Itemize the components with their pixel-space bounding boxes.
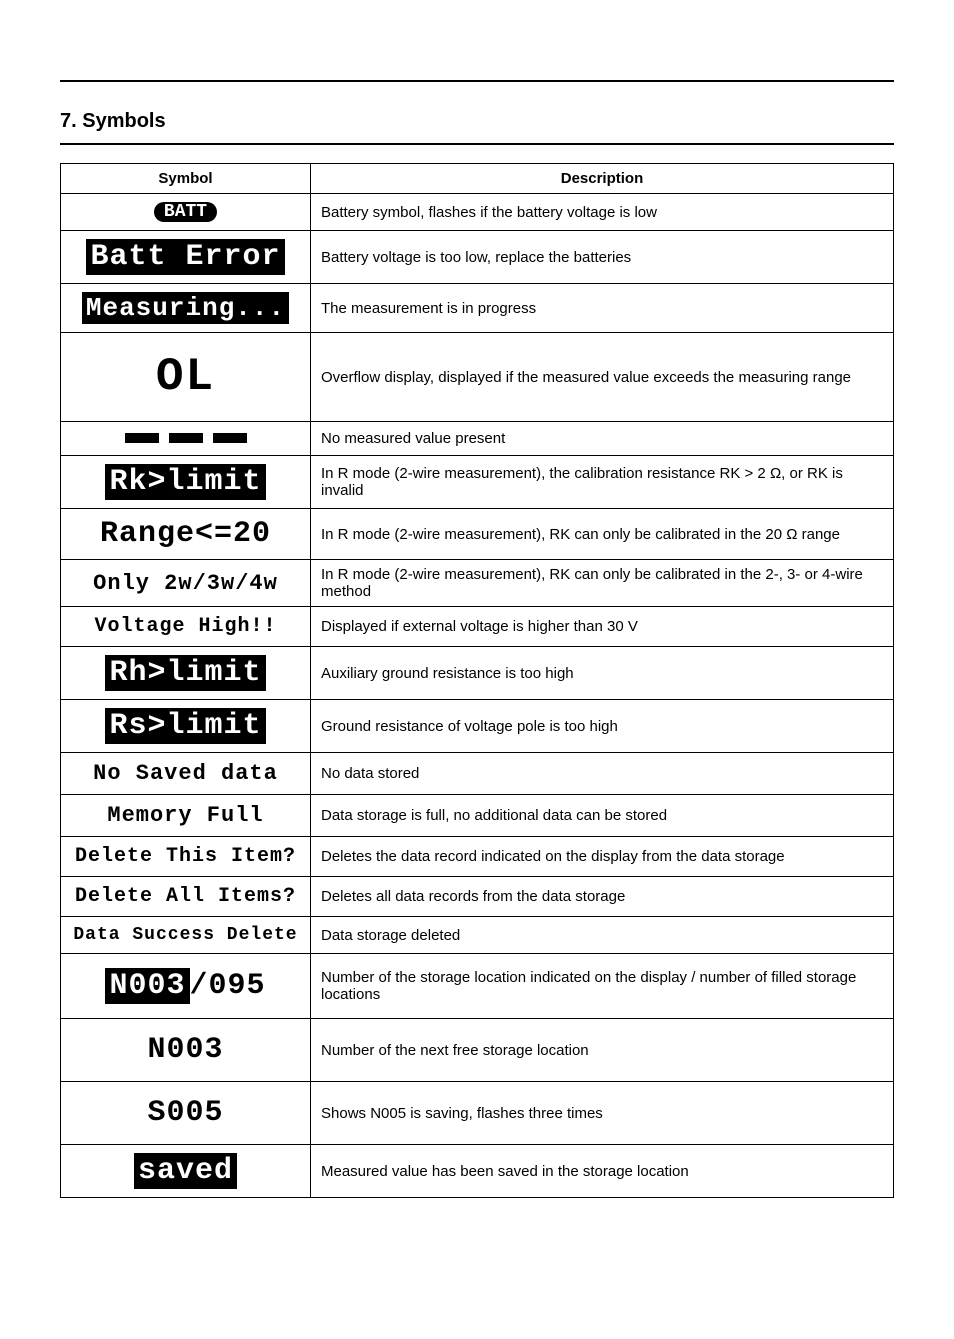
under-rule <box>60 143 894 145</box>
cell-desc: Shows N005 is saving, flashes three time… <box>311 1082 894 1145</box>
cell-desc: Number of the next free storage location <box>311 1019 894 1082</box>
top-rule <box>60 80 894 82</box>
cell-desc: Battery voltage is too low, replace the … <box>311 231 894 284</box>
cell-desc: Number of the storage location indicated… <box>311 954 894 1019</box>
table-row: Rs>limit Ground resistance of voltage po… <box>61 700 894 753</box>
table-row: Only 2w/3w/4w In R mode (2-wire measurem… <box>61 560 894 607</box>
table-row: Voltage High!! Displayed if external vol… <box>61 607 894 647</box>
rh-limit-icon: Rh>limit <box>105 655 265 691</box>
saving-icon: S005 <box>147 1096 223 1130</box>
table-row: saved Measured value has been saved in t… <box>61 1145 894 1198</box>
no-saved-icon: No Saved data <box>93 761 278 786</box>
col-description: Description <box>311 164 894 194</box>
cell-desc: Displayed if external voltage is higher … <box>311 607 894 647</box>
cell-desc: No data stored <box>311 753 894 795</box>
table-row: N003 Number of the next free storage loc… <box>61 1019 894 1082</box>
cell-desc: Ground resistance of voltage pole is too… <box>311 700 894 753</box>
cell-desc: The measurement is in progress <box>311 284 894 333</box>
measuring-icon: Measuring... <box>82 292 289 324</box>
table-row: Range<=20 In R mode (2-wire measurement)… <box>61 509 894 560</box>
symbols-table: Symbol Description BATT Battery symbol, … <box>60 163 894 1198</box>
voltage-high-icon: Voltage High!! <box>94 615 276 638</box>
table-row: Measuring... The measurement is in progr… <box>61 284 894 333</box>
cell-desc: Measured value has been saved in the sto… <box>311 1145 894 1198</box>
cell-desc: No measured value present <box>311 422 894 456</box>
table-row: Delete All Items? Deletes all data recor… <box>61 877 894 917</box>
dash-icon <box>213 433 247 443</box>
dash-icon <box>169 433 203 443</box>
memory-full-icon: Memory Full <box>107 803 263 828</box>
cell-desc: Auxiliary ground resistance is too high <box>311 647 894 700</box>
cell-desc: In R mode (2-wire measurement), the cali… <box>311 456 894 509</box>
batt-error-icon: Batt Error <box>86 239 284 275</box>
cell-desc: Overflow display, displayed if the measu… <box>311 333 894 422</box>
cell-desc: In R mode (2-wire measurement), RK can o… <box>311 509 894 560</box>
data-deleted-icon: Data Success Delete <box>73 925 297 945</box>
col-symbol: Symbol <box>61 164 311 194</box>
cell-desc: Data storage deleted <box>311 917 894 954</box>
table-row: Rh>limit Auxiliary ground resistance is … <box>61 647 894 700</box>
storage-current: N003 <box>105 968 189 1004</box>
table-row: OL Overflow display, displayed if the me… <box>61 333 894 422</box>
table-row: BATT Battery symbol, flashes if the batt… <box>61 194 894 231</box>
table-row: Delete This Item? Deletes the data recor… <box>61 837 894 877</box>
cell-desc: Deletes all data records from the data s… <box>311 877 894 917</box>
storage-indicator-icon: N003 /095 <box>105 968 265 1004</box>
only-wires-icon: Only 2w/3w/4w <box>93 571 278 596</box>
table-row: Batt Error Battery voltage is too low, r… <box>61 231 894 284</box>
table-row: No measured value present <box>61 422 894 456</box>
range-icon: Range<=20 <box>100 517 271 551</box>
table-row: Memory Full Data storage is full, no add… <box>61 795 894 837</box>
rs-limit-icon: Rs>limit <box>105 708 265 744</box>
cell-desc: Data storage is full, no additional data… <box>311 795 894 837</box>
saved-icon: saved <box>134 1153 237 1189</box>
cell-desc: Battery symbol, flashes if the battery v… <box>311 194 894 231</box>
no-value-icon <box>125 433 247 443</box>
next-slot-icon: N003 <box>147 1033 223 1067</box>
table-row: Rk>limit In R mode (2-wire measurement),… <box>61 456 894 509</box>
batt-icon: BATT <box>154 202 217 222</box>
section-title: 7. Symbols <box>60 110 894 133</box>
table-row: Data Success Delete Data storage deleted <box>61 917 894 954</box>
storage-total: /095 <box>190 969 266 1003</box>
dash-icon <box>125 433 159 443</box>
table-row: S005 Shows N005 is saving, flashes three… <box>61 1082 894 1145</box>
rk-limit-icon: Rk>limit <box>105 464 265 500</box>
cell-desc: Deletes the data record indicated on the… <box>311 837 894 877</box>
table-row: N003 /095 Number of the storage location… <box>61 954 894 1019</box>
table-row: No Saved data No data stored <box>61 753 894 795</box>
cell-desc: In R mode (2-wire measurement), RK can o… <box>311 560 894 607</box>
table-header-row: Symbol Description <box>61 164 894 194</box>
ol-icon: OL <box>156 351 215 403</box>
delete-all-icon: Delete All Items? <box>75 885 296 908</box>
delete-this-icon: Delete This Item? <box>75 845 296 868</box>
